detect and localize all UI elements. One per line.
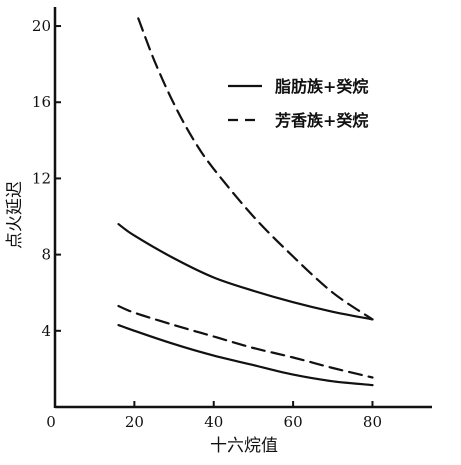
y-tick-label: 16	[32, 93, 51, 111]
x-tick-label: 20	[125, 413, 144, 431]
dashed-series-line-4	[117, 304, 374, 379]
x-tick-label: 40	[204, 413, 223, 431]
x-axis-title: 十六烷值	[210, 436, 278, 456]
dashed-series-line-3	[137, 17, 374, 321]
y-tick-label: 4	[41, 322, 51, 340]
x-tick-label: 60	[284, 413, 303, 431]
y-tick-label: 8	[41, 246, 51, 264]
y-axis-title: 点火延迟	[5, 181, 25, 249]
legend-label-dashed: 芳香族+癸烷	[275, 111, 368, 130]
series-lines	[117, 17, 374, 387]
y-tick-label: 12	[32, 169, 51, 187]
solid-series-line-1	[117, 223, 374, 321]
solid-series-line-2	[117, 324, 374, 387]
ticks: 0 20 40 60 80 4 8 12 16 20	[32, 17, 382, 431]
axes	[53, 7, 432, 409]
legend-label-solid: 脂肪族+癸烷	[275, 77, 368, 96]
x-tick-label: 80	[363, 413, 382, 431]
y-tick-label: 20	[32, 17, 51, 35]
x-tick-label: 0	[46, 413, 56, 431]
